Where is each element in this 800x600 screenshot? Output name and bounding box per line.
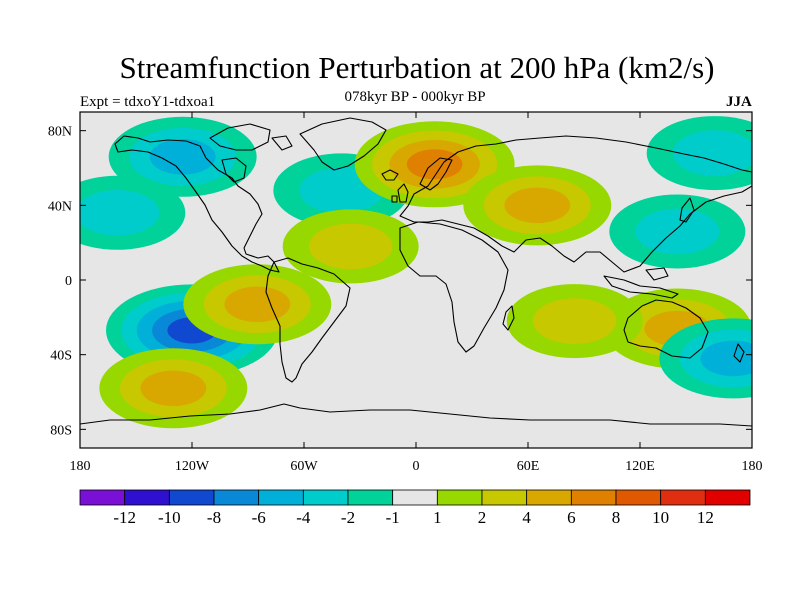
field-contour-south-indian-high bbox=[532, 298, 617, 344]
coastline-arctic-islands bbox=[209, 123, 293, 151]
field-contour-central-asia-high bbox=[504, 187, 571, 224]
field-contour-south-pacific-high bbox=[140, 370, 207, 407]
season-label: JJA bbox=[726, 94, 752, 110]
colorbar-tick-label: -1 bbox=[386, 508, 400, 527]
colorbar-tick-label: -10 bbox=[158, 508, 181, 527]
coastline-indonesia bbox=[603, 267, 679, 299]
streamfunction-field bbox=[80, 116, 752, 429]
colorbar-swatch bbox=[481, 489, 528, 506]
colorbar-swatch bbox=[258, 489, 304, 506]
coastline-antarctica bbox=[80, 403, 752, 427]
colorbar-tick-label: 8 bbox=[612, 508, 621, 527]
colorbar-tick-label: -4 bbox=[296, 508, 311, 527]
field-contour-tropical-atlantic-high bbox=[308, 223, 393, 270]
field-contour-arctic-canada-low bbox=[149, 139, 216, 175]
y-tick-label: 80N bbox=[48, 125, 72, 140]
colorbar-swatch bbox=[168, 489, 215, 506]
colorbar-tick-label: 12 bbox=[697, 508, 714, 527]
colorbar-tick-label: -12 bbox=[113, 508, 136, 527]
colorbar-tick-label: 4 bbox=[522, 508, 531, 527]
y-tick-label: 40S bbox=[50, 349, 72, 364]
y-tick-label: 40N bbox=[48, 199, 72, 214]
coastline-british-isles bbox=[391, 183, 409, 203]
coastline-north-america bbox=[114, 135, 280, 273]
coastline-greenland bbox=[299, 117, 387, 171]
coastline-new-zealand bbox=[733, 343, 745, 363]
coastline-australia bbox=[623, 299, 709, 359]
field-contour-ne-pacific-low bbox=[672, 130, 752, 176]
x-axis: 180 120W 60W 0 60E 120E 180 bbox=[70, 112, 763, 474]
coastline-madagascar bbox=[502, 305, 515, 331]
x-tick-label: 60W bbox=[290, 459, 318, 474]
coastline-scandinavia bbox=[419, 157, 453, 191]
field-contour-south-america-high bbox=[224, 286, 291, 323]
field-contour-south-pacific-west-low bbox=[700, 340, 752, 377]
colorbar-swatch bbox=[213, 489, 260, 506]
colorbar-swatch bbox=[660, 489, 706, 506]
colorbar-swatch bbox=[124, 489, 170, 506]
colorbar-tick-label: -6 bbox=[252, 508, 266, 527]
colorbar-swatch bbox=[347, 489, 394, 506]
field-contour-west-pacific-low bbox=[635, 208, 720, 255]
colorbar-swatch bbox=[436, 489, 483, 506]
coastline-iceland bbox=[381, 169, 399, 181]
colorbar-tick-label: -8 bbox=[207, 508, 221, 527]
experiment-label: Expt = tdxoY1-tdxoa1 bbox=[80, 94, 216, 110]
colorbar-swatch bbox=[615, 489, 662, 506]
coastline-south-america bbox=[265, 257, 351, 383]
coastline-hudson-bay bbox=[221, 157, 247, 183]
colorbar-swatch bbox=[704, 489, 751, 506]
field-contour-north-atlantic-high bbox=[406, 149, 463, 180]
colorbar-tick-label: 1 bbox=[433, 508, 442, 527]
x-tick-label: 0 bbox=[413, 459, 420, 474]
colorbar-swatch bbox=[526, 489, 572, 506]
x-tick-label: 180 bbox=[70, 459, 91, 474]
colorbar-swatch bbox=[79, 489, 126, 506]
colorbar-swatch bbox=[570, 489, 617, 506]
colorbar-tick-label: -2 bbox=[341, 508, 355, 527]
colorbar-tick-label: 6 bbox=[567, 508, 576, 527]
x-tick-label: 60E bbox=[517, 459, 540, 474]
chart-title: Streamfunction Perturbation at 200 hPa (… bbox=[119, 50, 715, 85]
x-tick-label: 120W bbox=[175, 459, 210, 474]
field-contour-nw-pacific-low bbox=[80, 190, 160, 236]
colorbar-tick-label: 2 bbox=[478, 508, 487, 527]
y-tick-label: 80S bbox=[50, 423, 72, 438]
y-axis: 80N 40N 0 40S 80S bbox=[48, 125, 752, 438]
period-subtitle: 078kyr BP - 000kyr BP bbox=[344, 89, 486, 105]
colorbar-tick-label: 10 bbox=[652, 508, 669, 527]
colorbar-swatch bbox=[392, 489, 438, 506]
coastline-africa bbox=[399, 221, 509, 353]
y-tick-label: 0 bbox=[65, 274, 72, 289]
colorbar: -12 -10 -8 -6 -4 -2 -1 1 2 4 6 8 10 12 bbox=[79, 489, 751, 527]
colorbar-swatch bbox=[302, 489, 349, 506]
coastlines bbox=[80, 117, 752, 427]
coastline-eurasia bbox=[399, 135, 752, 273]
x-tick-label: 120E bbox=[625, 459, 655, 474]
x-tick-label: 180 bbox=[742, 459, 763, 474]
coastline-japan bbox=[679, 197, 695, 223]
